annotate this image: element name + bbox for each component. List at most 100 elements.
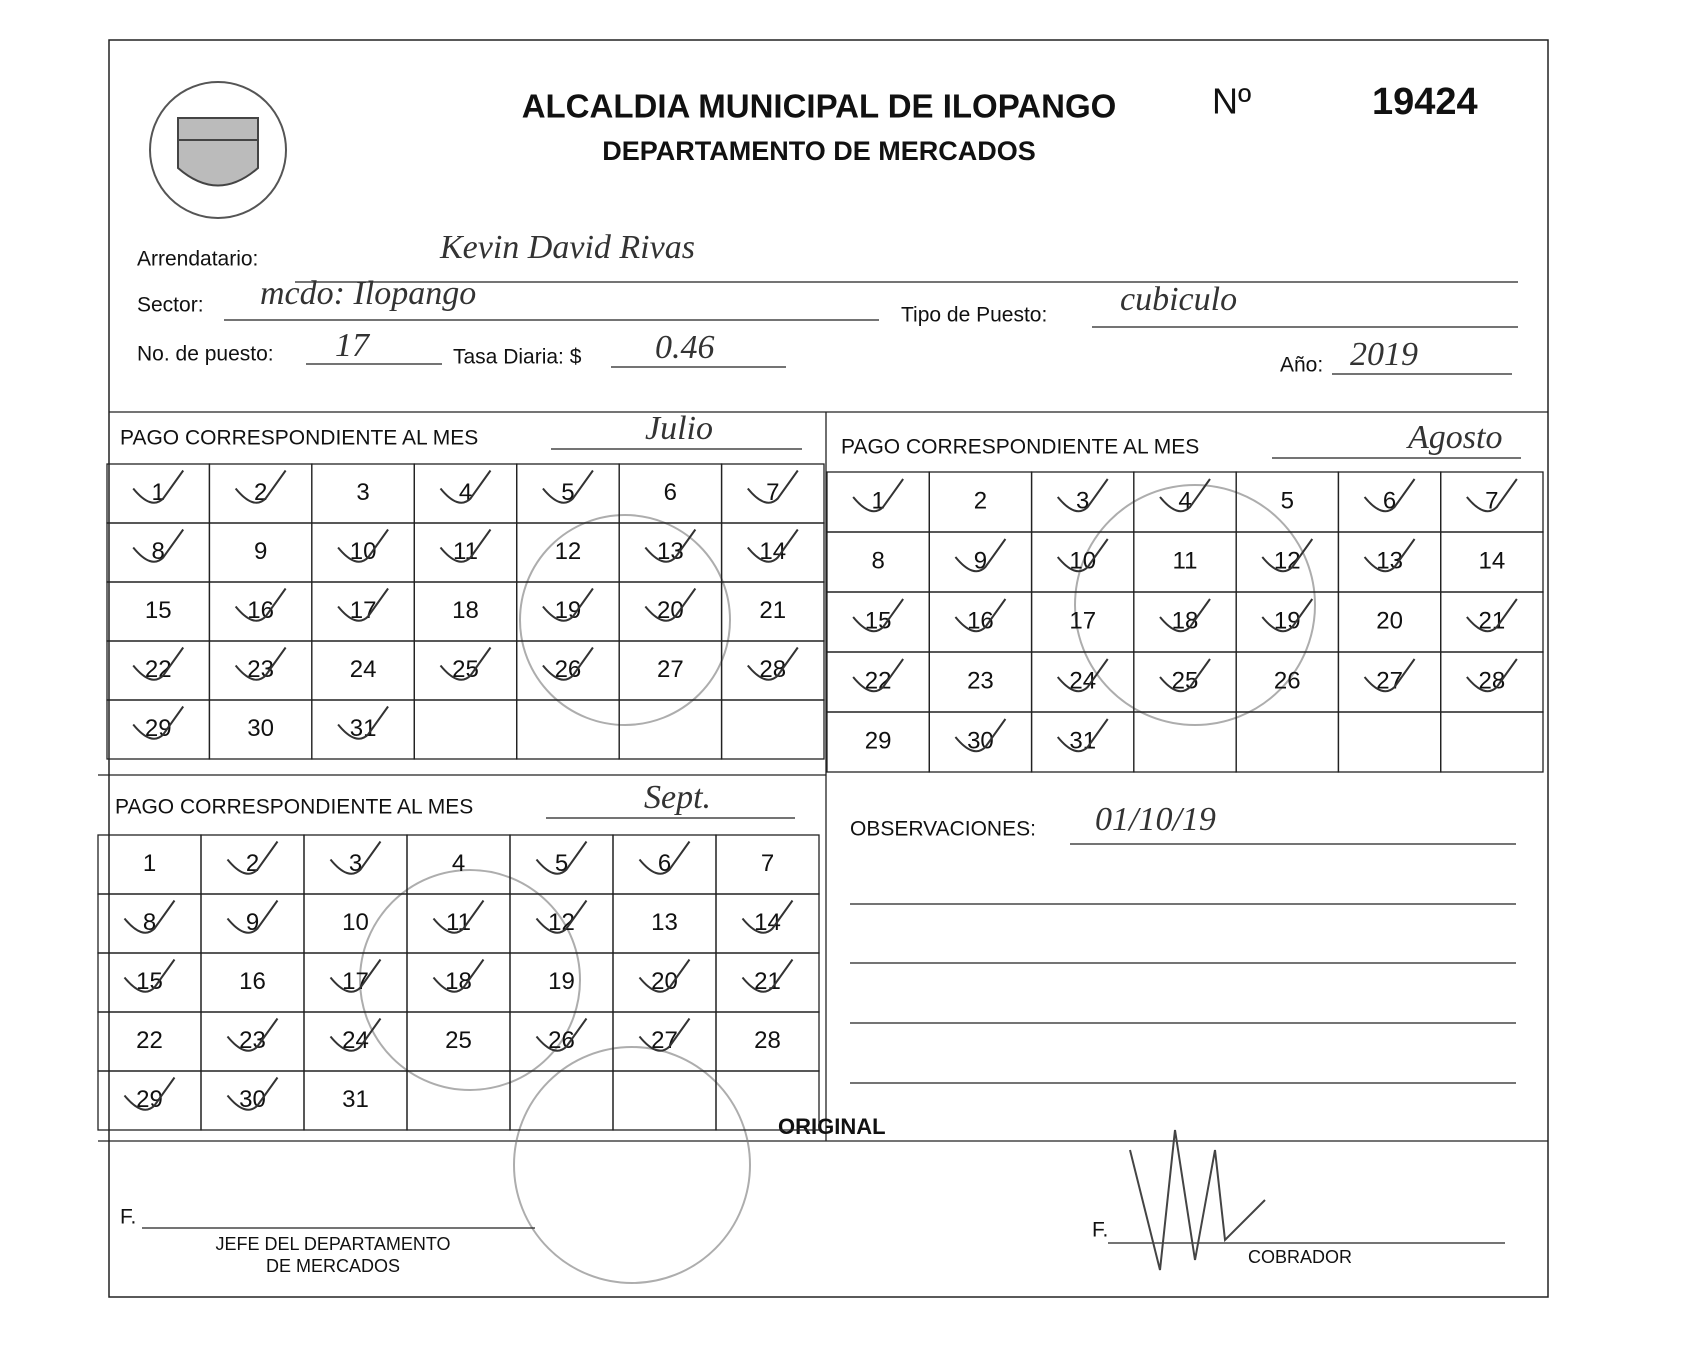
payment-check	[741, 958, 794, 993]
payment-check	[1466, 658, 1518, 693]
payment-check	[1363, 478, 1416, 513]
payment-check	[432, 899, 485, 934]
payment-check	[439, 469, 492, 504]
field-label: Sector:	[137, 294, 204, 317]
payment-check	[852, 658, 904, 693]
payment-check	[954, 538, 1007, 573]
day-number: 4	[452, 850, 465, 877]
payment-check	[337, 528, 389, 563]
payment-check	[1056, 478, 1109, 513]
original-stamp: ORIGINAL	[778, 1114, 886, 1139]
payment-check	[329, 958, 382, 993]
payment-check	[1056, 658, 1109, 693]
payment-check	[123, 958, 176, 993]
day-number: 8	[871, 547, 884, 574]
month-value: Julio	[645, 410, 713, 447]
payment-check	[747, 528, 799, 563]
payment-check	[337, 705, 389, 740]
day-number: 9	[254, 538, 267, 565]
day-cell	[1440, 711, 1544, 773]
day-number: 19	[548, 968, 575, 995]
day-number: 25	[445, 1027, 472, 1054]
payment-check	[638, 1017, 691, 1052]
day-number: 6	[664, 479, 677, 506]
day-number: 10	[342, 909, 369, 936]
receipt-number: 19424	[1372, 81, 1478, 123]
field-label: Arrendatario:	[137, 248, 258, 271]
day-number: 12	[555, 538, 582, 565]
field-label: No. de puesto:	[137, 343, 274, 366]
day-number: 3	[356, 479, 369, 506]
payment-check	[1159, 658, 1211, 693]
subtitle: DEPARTAMENTO DE MERCADOS	[602, 136, 1036, 166]
day-number: 13	[651, 909, 678, 936]
payment-check	[439, 528, 492, 563]
payment-check	[1159, 598, 1211, 633]
day-number: 7	[761, 850, 774, 877]
payment-check	[439, 646, 492, 681]
day-number: 16	[239, 968, 266, 995]
field-value: Kevin David Rivas	[439, 229, 695, 266]
day-cell	[715, 1070, 820, 1131]
day-number: 14	[1479, 547, 1506, 574]
month-label: PAGO CORRESPONDIENTE AL MES	[841, 436, 1199, 459]
payment-check	[535, 1017, 588, 1052]
day-number: 1	[143, 850, 156, 877]
payment-check	[1363, 658, 1416, 693]
payment-check	[1056, 718, 1109, 753]
day-number: 23	[967, 667, 994, 694]
day-number: 26	[1274, 667, 1301, 694]
logo	[149, 81, 287, 219]
stamps	[359, 484, 1316, 1284]
field-label: Tipo de Puesto:	[901, 304, 1047, 327]
signature-title: DE MERCADOS	[266, 1256, 400, 1276]
form-border	[108, 39, 1549, 1298]
payment-check	[234, 469, 287, 504]
field-value: 0.46	[655, 329, 715, 366]
day-number: 29	[865, 727, 892, 754]
field-value: 2019	[1350, 336, 1418, 373]
payment-check	[432, 958, 485, 993]
payment-check	[329, 840, 382, 875]
payment-check	[329, 1017, 382, 1052]
signature-prefix: F.	[120, 1206, 136, 1229]
payment-check	[132, 705, 185, 740]
signature-scribble	[1129, 1129, 1266, 1271]
payment-check	[123, 1076, 176, 1111]
payment-check	[852, 478, 904, 513]
field-value: mcdo: Ilopango	[260, 275, 476, 312]
payment-check	[852, 598, 904, 633]
payment-check	[638, 840, 691, 875]
payment-check	[1466, 598, 1518, 633]
day-number: 5	[1281, 487, 1294, 514]
payment-check	[747, 646, 799, 681]
payment-check	[954, 598, 1007, 633]
payment-check	[226, 1076, 279, 1111]
payment-check	[535, 840, 588, 875]
month-label: PAGO CORRESPONDIENTE AL MES	[115, 796, 473, 819]
payment-check	[123, 899, 176, 934]
payment-check	[1056, 538, 1109, 573]
signature-title: JEFE DEL DEPARTAMENTO	[215, 1234, 450, 1254]
day-number: 2	[974, 487, 987, 514]
payment-check	[226, 840, 279, 875]
signature-prefix: F.	[1092, 1219, 1108, 1242]
day-number: 11	[1173, 547, 1198, 574]
payment-check	[1159, 478, 1211, 513]
day-number: 31	[342, 1086, 369, 1113]
day-number: 28	[754, 1027, 781, 1054]
payment-check	[644, 587, 697, 622]
payment-check	[542, 587, 594, 622]
payment-check	[234, 646, 287, 681]
payment-check	[1261, 538, 1314, 573]
payment-check	[234, 587, 287, 622]
month-value: Sept.	[644, 779, 711, 816]
payment-check	[535, 899, 588, 934]
field-value: 17	[335, 327, 371, 364]
payment-check	[226, 1017, 279, 1052]
day-number: 15	[145, 597, 172, 624]
day-number: 20	[1376, 607, 1403, 634]
payment-check	[1261, 598, 1314, 633]
payment-check	[542, 646, 594, 681]
